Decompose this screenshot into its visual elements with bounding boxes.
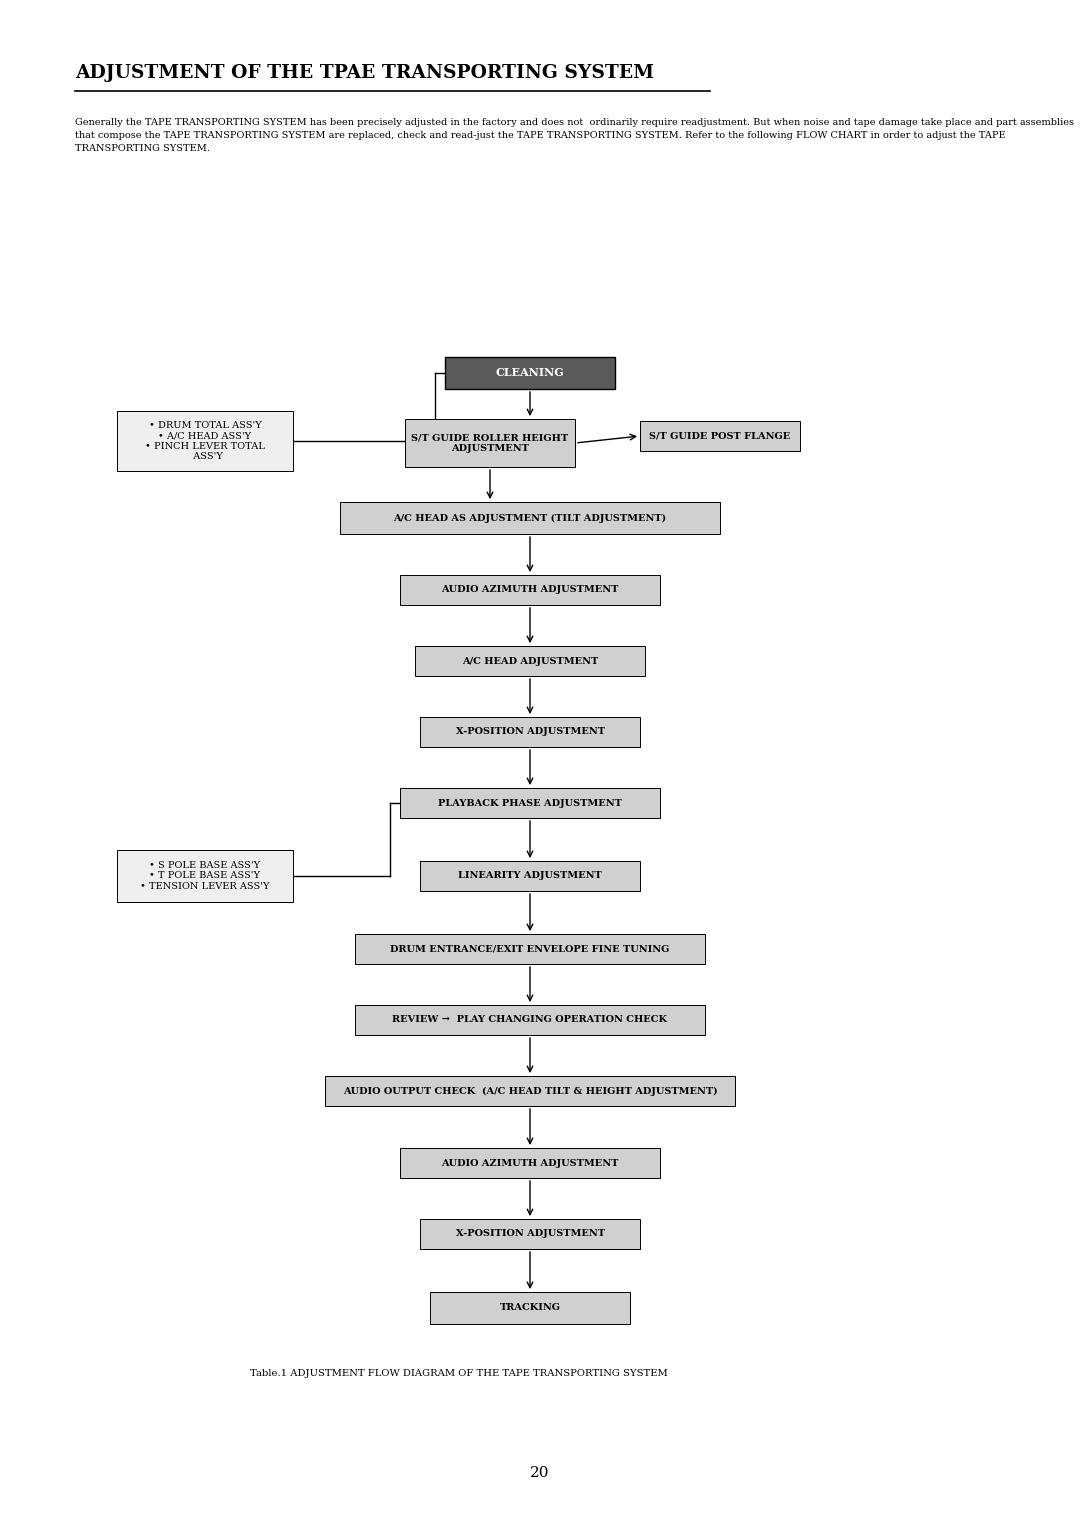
Text: X-POSITION ADJUSTMENT: X-POSITION ADJUSTMENT: [456, 727, 605, 736]
Text: AUDIO AZIMUTH ADJUSTMENT: AUDIO AZIMUTH ADJUSTMENT: [442, 585, 619, 594]
Text: DRUM ENTRANCE/EXIT ENVELOPE FINE TUNING: DRUM ENTRANCE/EXIT ENVELOPE FINE TUNING: [390, 944, 670, 953]
Text: Generally the TAPE TRANSPORTING SYSTEM has been precisely adjusted in the factor: Generally the TAPE TRANSPORTING SYSTEM h…: [75, 118, 1074, 153]
Text: • S POLE BASE ASS'Y
• T POLE BASE ASS'Y
• TENSION LEVER ASS'Y: • S POLE BASE ASS'Y • T POLE BASE ASS'Y …: [140, 862, 270, 891]
Bar: [415, 646, 645, 675]
Bar: [355, 1005, 705, 1034]
Text: • DRUM TOTAL ASS'Y
• A/C HEAD ASS'Y
• PINCH LEVER TOTAL
  ASS'Y: • DRUM TOTAL ASS'Y • A/C HEAD ASS'Y • PI…: [145, 420, 265, 461]
Bar: [405, 419, 575, 468]
Text: A/C HEAD ADJUSTMENT: A/C HEAD ADJUSTMENT: [462, 657, 598, 666]
Bar: [420, 860, 640, 891]
Text: LINEARITY ADJUSTMENT: LINEARITY ADJUSTMENT: [458, 871, 602, 880]
Text: S/T GUIDE POST FLANGE: S/T GUIDE POST FLANGE: [649, 431, 791, 440]
Bar: [355, 934, 705, 964]
Text: A/C HEAD AS ADJUSTMENT (TILT ADJUSTMENT): A/C HEAD AS ADJUSTMENT (TILT ADJUSTMENT): [393, 513, 666, 523]
Text: TRACKING: TRACKING: [499, 1303, 561, 1313]
Text: ADJUSTMENT OF THE TPAE TRANSPORTING SYSTEM: ADJUSTMENT OF THE TPAE TRANSPORTING SYST…: [75, 64, 654, 83]
Text: Table.1 ADJUSTMENT FLOW DIAGRAM OF THE TAPE TRANSPORTING SYSTEM: Table.1 ADJUSTMENT FLOW DIAGRAM OF THE T…: [249, 1369, 667, 1378]
Bar: [400, 575, 660, 605]
Bar: [445, 358, 615, 390]
Text: S/T GUIDE ROLLER HEIGHT
ADJUSTMENT: S/T GUIDE ROLLER HEIGHT ADJUSTMENT: [411, 434, 568, 452]
Bar: [640, 422, 800, 451]
Bar: [118, 850, 293, 902]
Text: REVIEW →  PLAY CHANGING OPERATION CHECK: REVIEW → PLAY CHANGING OPERATION CHECK: [392, 1016, 667, 1024]
Text: AUDIO AZIMUTH ADJUSTMENT: AUDIO AZIMUTH ADJUSTMENT: [442, 1158, 619, 1167]
Text: AUDIO OUTPUT CHECK  (A/C HEAD TILT & HEIGHT ADJUSTMENT): AUDIO OUTPUT CHECK (A/C HEAD TILT & HEIG…: [342, 1086, 717, 1096]
Bar: [420, 1219, 640, 1248]
Bar: [325, 1076, 735, 1106]
Bar: [340, 503, 720, 533]
Text: PLAYBACK PHASE ADJUSTMENT: PLAYBACK PHASE ADJUSTMENT: [438, 799, 622, 807]
Bar: [420, 717, 640, 747]
Bar: [430, 1293, 630, 1323]
Text: CLEANING: CLEANING: [496, 368, 565, 379]
Bar: [400, 1148, 660, 1178]
Text: X-POSITION ADJUSTMENT: X-POSITION ADJUSTMENT: [456, 1230, 605, 1239]
Bar: [118, 411, 293, 471]
Bar: [400, 788, 660, 817]
Text: 20: 20: [530, 1465, 550, 1481]
